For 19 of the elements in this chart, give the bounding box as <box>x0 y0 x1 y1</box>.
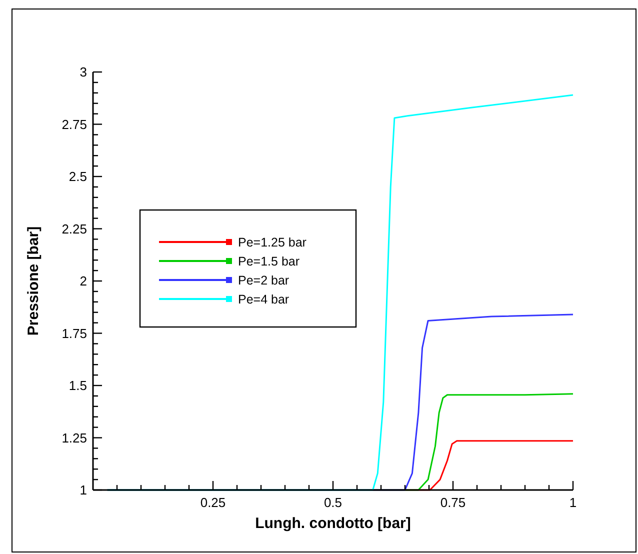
y-tick-label: 2.75 <box>62 116 87 132</box>
y-tick-label: 2.25 <box>62 221 87 236</box>
legend-label: Pe=1.25 bar <box>238 236 306 250</box>
y-tick-label: 3 <box>80 64 87 80</box>
y-axis-title: Pressione [bar] <box>25 226 42 336</box>
y-tick-label: 2.5 <box>68 169 87 184</box>
y-tick-label: 1.25 <box>62 430 87 446</box>
x-tick-label: 0.5 <box>324 495 342 510</box>
x-tick-label: 1 <box>569 495 577 510</box>
y-tick-label: 1.75 <box>62 326 87 341</box>
y-tick-label: 2 <box>80 274 87 288</box>
legend-label: Pe=4 bar <box>238 292 290 306</box>
x-axis-title: Lungh. condotto [bar] <box>255 515 411 532</box>
y-tick-label: 1.5 <box>68 378 87 393</box>
x-tick-label: 0.75 <box>440 495 466 510</box>
y-tick-label: 1 <box>80 482 87 498</box>
legend-label: Pe=1.5 bar <box>238 254 300 268</box>
x-tick-label: 0.25 <box>200 495 226 510</box>
legend-label: Pe=2 bar <box>238 274 290 288</box>
